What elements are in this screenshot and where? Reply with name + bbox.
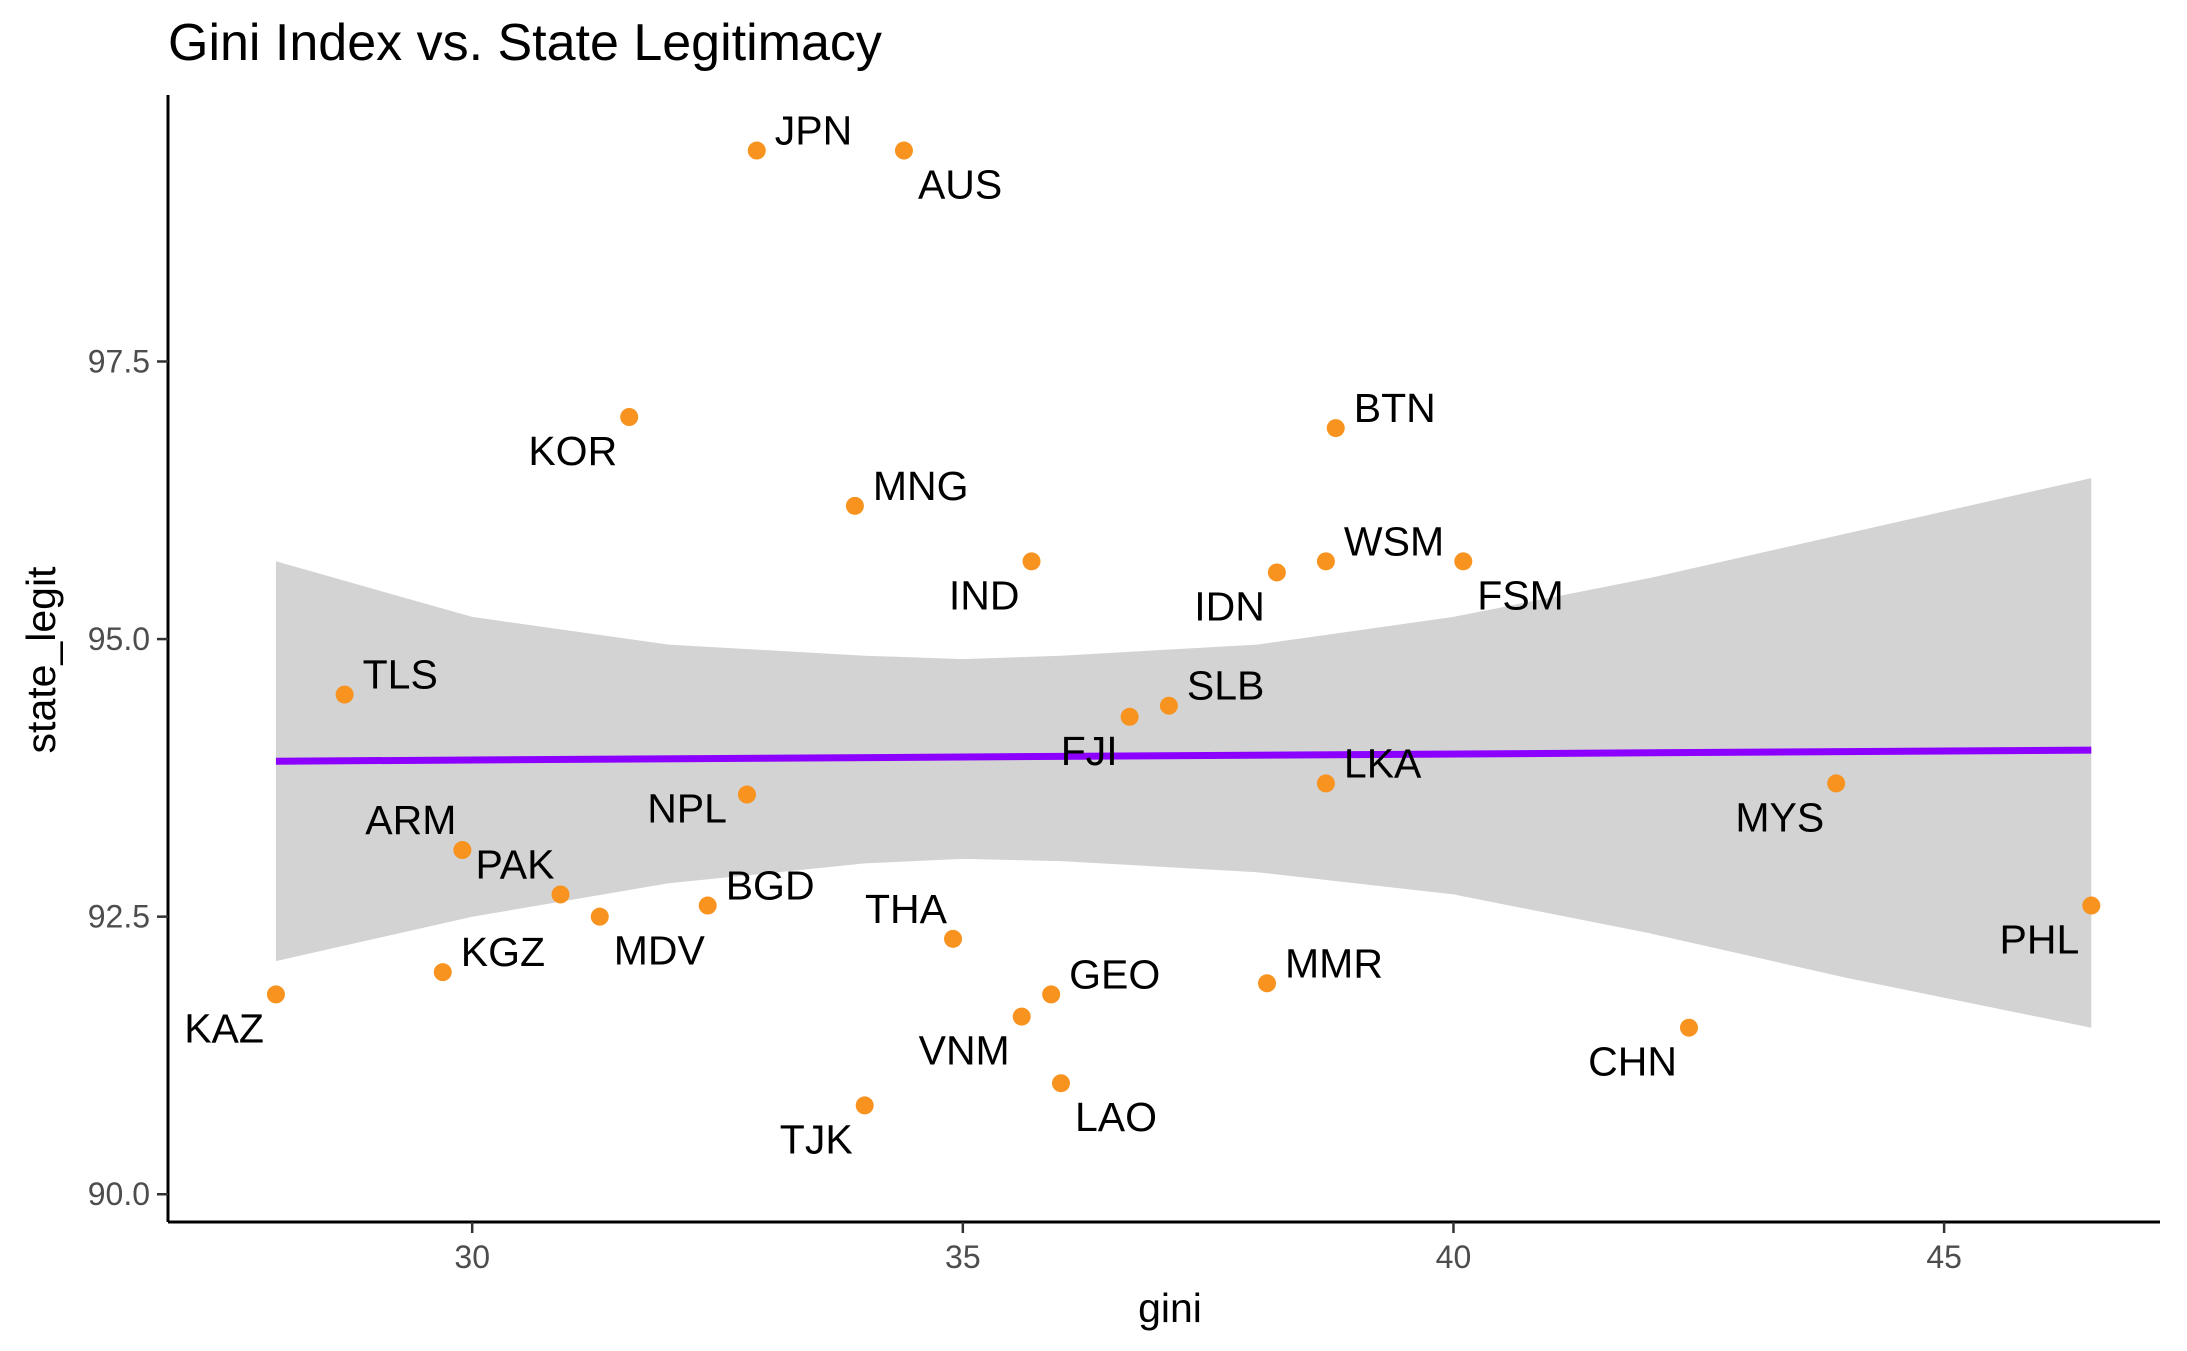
data-point-mys [1827, 774, 1845, 792]
data-point-mdv [591, 908, 609, 926]
data-point-wsm [1317, 552, 1335, 570]
point-label-mdv: MDV [614, 928, 706, 974]
point-label-mmr: MMR [1285, 940, 1383, 986]
plot-area [276, 478, 2091, 1028]
chart-title: Gini Index vs. State Legitimacy [168, 14, 882, 72]
point-label-kgz: KGZ [461, 929, 545, 975]
x-axis-ticks: 30 35 40 45 [454, 1222, 1962, 1275]
data-point-bgd [699, 897, 717, 915]
data-point-tha [944, 930, 962, 948]
data-point-kor [620, 408, 638, 426]
data-point-npl [738, 786, 756, 804]
y-tick-label: 95.0 [88, 621, 150, 657]
point-label-vnm: VNM [919, 1028, 1010, 1074]
point-label-fsm: FSM [1477, 572, 1564, 618]
point-label-pak: PAK [476, 841, 555, 887]
point-label-mys: MYS [1735, 794, 1824, 840]
y-tick-label: 90.0 [88, 1176, 150, 1212]
x-tick-label: 45 [1926, 1239, 1962, 1275]
data-point-idn [1268, 563, 1286, 581]
data-point-ind [1023, 552, 1041, 570]
data-point-arm [453, 841, 471, 859]
y-tick-label: 97.5 [88, 343, 150, 379]
data-point-jpn [748, 142, 766, 160]
point-label-btn: BTN [1354, 385, 1436, 431]
point-label-chn: CHN [1588, 1039, 1677, 1085]
data-point-kgz [434, 963, 452, 981]
y-axis-title: state_legit [18, 566, 64, 754]
point-label-lka: LKA [1344, 740, 1422, 786]
point-label-tha: THA [865, 886, 948, 932]
data-point-aus [895, 142, 913, 160]
data-point-phl [2082, 897, 2100, 915]
data-point-btn [1327, 419, 1345, 437]
data-point-tls [336, 686, 354, 704]
x-axis-title: gini [1138, 1285, 1202, 1331]
point-label-tjk: TJK [780, 1116, 853, 1162]
data-point-fsm [1454, 552, 1472, 570]
x-tick-label: 30 [454, 1239, 490, 1275]
point-label-mng: MNG [873, 463, 969, 509]
data-point-mng [846, 497, 864, 515]
point-label-geo: GEO [1069, 951, 1160, 997]
point-label-fji: FJI [1061, 728, 1118, 774]
point-label-tls: TLS [363, 652, 438, 698]
data-point-fji [1121, 708, 1139, 726]
y-tick-label: 92.5 [88, 899, 150, 935]
point-label-idn: IDN [1194, 583, 1265, 629]
data-point-lao [1052, 1074, 1070, 1092]
data-point-mmr [1258, 974, 1276, 992]
data-point-lka [1317, 774, 1335, 792]
point-label-wsm: WSM [1344, 518, 1444, 564]
data-point-kaz [267, 985, 285, 1003]
data-point-tjk [856, 1096, 874, 1114]
point-label-ind: IND [949, 572, 1020, 618]
point-label-npl: NPL [647, 786, 727, 832]
x-tick-label: 40 [1436, 1239, 1472, 1275]
x-tick-label: 35 [945, 1239, 981, 1275]
point-label-lao: LAO [1075, 1094, 1157, 1140]
point-label-arm: ARM [365, 797, 456, 843]
point-label-phl: PHL [2000, 917, 2080, 963]
point-label-slb: SLB [1187, 663, 1265, 709]
data-point-chn [1680, 1019, 1698, 1037]
data-point-slb [1160, 697, 1178, 715]
point-label-aus: AUS [918, 162, 1002, 208]
point-label-kaz: KAZ [184, 1005, 264, 1051]
data-point-geo [1042, 985, 1060, 1003]
point-label-jpn: JPN [775, 108, 852, 154]
point-label-kor: KOR [528, 428, 617, 474]
point-label-bgd: BGD [726, 863, 815, 909]
data-point-vnm [1013, 1008, 1031, 1026]
y-axis-ticks: 90.0 92.5 95.0 97.5 [88, 343, 168, 1212]
data-point-pak [552, 885, 570, 903]
